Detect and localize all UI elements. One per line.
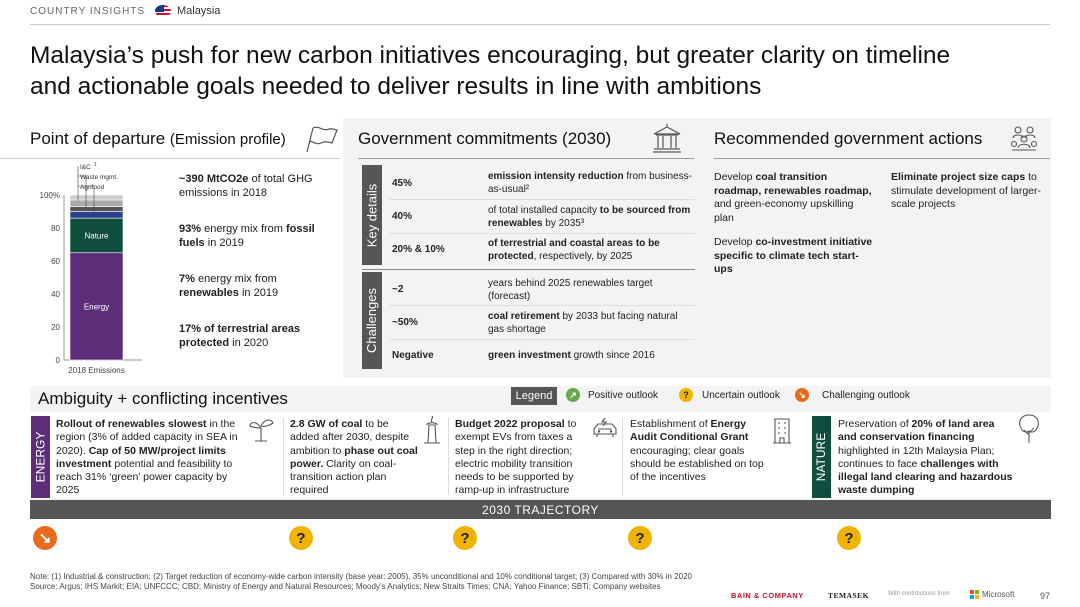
y-tick-label: 80 (51, 224, 60, 233)
cards-row (30, 412, 1051, 498)
y-tick-label: 60 (51, 257, 60, 266)
commitments-actions-panel (343, 118, 1051, 378)
building-icon (773, 418, 791, 444)
renewables-outlook-icon: ↘ (33, 526, 57, 550)
ch-value: ~50% (392, 317, 418, 328)
challenges-label: Challenges (362, 272, 382, 369)
key-details-label: Key details (362, 165, 382, 265)
budget-outlook-icon: ? (453, 526, 477, 550)
temasek-logo: TEMASEK (828, 591, 870, 600)
callout-label: I&C (80, 164, 91, 171)
ch-value: Negative (392, 350, 434, 361)
bain-logo: BAIN & COMPANY (731, 591, 804, 600)
trajectory-row (30, 519, 1051, 555)
power-plant-icon (424, 415, 440, 444)
microsoft-label: Microsoft (982, 590, 1015, 599)
kd-value: 20% & 10% (392, 244, 445, 255)
action-coal-roadmap: Develop coal transition roadmap, renewab… (714, 171, 872, 224)
card-audit: Establishment of Energy Audit Conditiona… (630, 418, 764, 484)
action-co-investment: Develop co-investment initiative specifi… (714, 236, 873, 275)
bar-segment-i-c (69, 199, 124, 207)
emission-chart: 0 20 40 60 80 100% Energy Nature 2018 Emissions I… (40, 162, 142, 375)
positive-outlook-icon: ↗ (566, 388, 580, 402)
ch-value: ~2 (392, 284, 404, 295)
title-line-1: Malaysia’s push for new carbon initiativ… (30, 42, 951, 69)
divider (714, 158, 1050, 159)
callout-label: Agrifood (80, 184, 105, 191)
ch-text: coal retirement by 2033 but facing natur… (488, 311, 678, 335)
title-line-2: and actionable goals needed to deliver r… (30, 73, 762, 100)
flag-icon (306, 126, 338, 153)
trajectory-bar: 2030 TRAJECTORY (30, 500, 1051, 519)
bar-segment-other (69, 194, 124, 201)
y-tick-label: 100% (40, 191, 60, 200)
ambiguity-title: Ambiguity + conflicting incentives (38, 389, 288, 408)
energy-label: ENERGY (31, 416, 50, 498)
electric-car-icon (593, 417, 617, 437)
footnote: Note: (1) Industrial & construction; (2)… (30, 572, 692, 581)
actions-title: Recommended government actions (714, 129, 983, 148)
card-land: Preservation of 20% of land area and con… (838, 418, 1013, 497)
kd-value: 40% (392, 211, 413, 222)
card-renewables: Rollout of renewables slowest in the reg… (56, 418, 238, 497)
kd-value: 45% (392, 178, 413, 189)
y-tick-label: 0 (56, 356, 61, 365)
x-axis-label: 2018 Emissions (68, 366, 124, 375)
coal-outlook-icon: ? (289, 526, 313, 550)
ch-text: green investment growth since 2016 (488, 350, 655, 361)
bar-segment-energy (69, 252, 124, 361)
legend-uncertain: Uncertain outlook (702, 390, 780, 401)
legend-label: Legend (511, 387, 557, 405)
page-number: 97 (1040, 591, 1051, 601)
callout-label: Waste mgmt. (80, 174, 118, 181)
challenging-outlook-icon: ↘ (795, 388, 809, 402)
callout-line (78, 175, 87, 208)
departure-title-text: Point of departure (30, 129, 166, 148)
divider (358, 158, 694, 159)
land-outlook-icon: ? (837, 526, 861, 550)
segment-label: Energy (84, 302, 109, 311)
microsoft-logo-icon (970, 590, 979, 599)
commitments-title: Government commitments (2030) (358, 129, 612, 148)
country-label: Malaysia (177, 5, 221, 17)
section-label: COUNTRY INSIGHTS (30, 6, 146, 17)
divider (0, 158, 340, 159)
y-tick-label: 20 (51, 323, 60, 332)
stat-fossil: 93% energy mix from fossil fuels in 2019 (179, 223, 315, 249)
uncertain-outlook-icon: ? (679, 388, 693, 402)
kd-text: of terrestrial and coastal areas to be p… (488, 238, 660, 262)
source: Source: Argus; IHS Markit; EIA; UNFCCC; … (30, 582, 661, 591)
stat-terrestrial: 17% of terrestrial areas protected in 20… (179, 323, 301, 349)
bar-segment-agrifood (69, 211, 124, 219)
contrib-label: With contributions from (888, 591, 950, 597)
y-tick-label: 40 (51, 290, 60, 299)
stat-renewables: 7% energy mix from renewables in 2019 (179, 273, 279, 299)
action-eliminate-caps: Eliminate project size caps to stimulate… (891, 171, 1041, 210)
card-budget: Budget 2022 proposal to exempt EVs from … (455, 418, 577, 497)
stat-total-ghg: ~390 MtCO2e of total GHG emissions in 20… (179, 173, 313, 199)
departure-stats: ~390 MtCO2e of total GHG emissions in 20… (179, 172, 329, 372)
bar-segment-waste-mgmt- (69, 206, 124, 212)
kd-text: of total installed capacity to be source… (488, 205, 691, 229)
malaysia-flag-icon (155, 5, 171, 17)
people-group-icon (1010, 126, 1038, 151)
nature-label: NATURE (812, 416, 831, 498)
departure-title: Point of departure (Emission profile) (30, 129, 286, 149)
kd-text: emission intensity reduction from busine… (488, 171, 692, 195)
callout-line (78, 185, 95, 215)
government-building-icon (653, 124, 681, 153)
ch-text: years behind 2025 renewables target (for… (488, 278, 653, 302)
audit-outlook-icon: ? (628, 526, 652, 550)
departure-subtitle: (Emission profile) (169, 131, 286, 148)
footnote-mark: 1 (94, 162, 97, 168)
tree-icon (1019, 414, 1039, 443)
divider (30, 24, 1050, 25)
sprout-icon (249, 419, 274, 442)
segment-label: Nature (84, 231, 109, 240)
legend-challenging: Challenging outlook (822, 390, 910, 401)
card-coal: 2.8 GW of coal to be added after 2030, d… (290, 418, 418, 497)
legend-positive: Positive outlook (588, 390, 659, 401)
page-title: Malaysia’s push for new carbon initiativ… (30, 40, 1060, 102)
